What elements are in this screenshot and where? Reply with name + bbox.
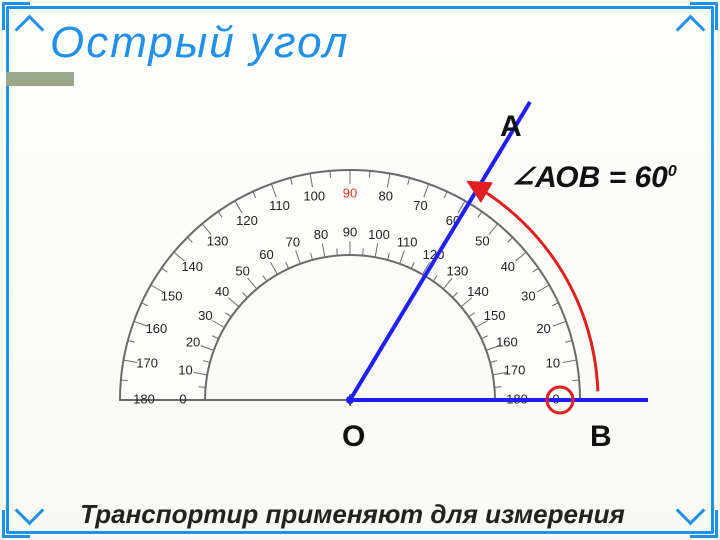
svg-text:160: 160 bbox=[146, 321, 168, 336]
corner-ornament bbox=[2, 2, 30, 30]
title-accent-bar bbox=[6, 72, 74, 86]
svg-text:0: 0 bbox=[179, 391, 186, 406]
svg-text:90: 90 bbox=[343, 224, 357, 239]
point-label-O: О bbox=[342, 420, 365, 454]
svg-text:150: 150 bbox=[161, 288, 183, 303]
page-title: Острый угол bbox=[50, 18, 349, 68]
svg-text:170: 170 bbox=[504, 362, 526, 377]
point-label-B: В bbox=[590, 420, 612, 454]
svg-text:80: 80 bbox=[314, 227, 328, 242]
protractor-diagram: 180 0 170 10 160 20 150 30 140 40 130 50 120 60 110 70 1… bbox=[50, 100, 670, 470]
svg-text:70: 70 bbox=[413, 198, 427, 213]
svg-text:140: 140 bbox=[181, 259, 203, 274]
equation-degree-sup: 0 bbox=[668, 163, 677, 180]
svg-text:110: 110 bbox=[269, 198, 290, 213]
svg-text:40: 40 bbox=[501, 259, 515, 274]
svg-text:10: 10 bbox=[178, 362, 192, 377]
svg-text:40: 40 bbox=[215, 284, 229, 299]
svg-text:50: 50 bbox=[235, 264, 249, 279]
svg-text:140: 140 bbox=[467, 284, 489, 299]
svg-text:160: 160 bbox=[496, 334, 518, 349]
angle-equation: ∠АОВ = 600 bbox=[510, 160, 677, 195]
svg-text:60: 60 bbox=[259, 247, 273, 262]
svg-text:120: 120 bbox=[236, 213, 258, 228]
svg-text:180: 180 bbox=[133, 391, 155, 406]
corner-ornament bbox=[690, 2, 718, 30]
svg-text:170: 170 bbox=[136, 356, 158, 371]
svg-text:20: 20 bbox=[536, 321, 550, 336]
svg-text:10: 10 bbox=[546, 356, 560, 371]
point-label-A: А bbox=[500, 110, 522, 144]
corner-ornament bbox=[2, 510, 30, 538]
svg-text:80: 80 bbox=[379, 189, 393, 204]
svg-text:100: 100 bbox=[368, 227, 390, 242]
equation-text: АОВ = 60 bbox=[535, 161, 668, 194]
svg-text:130: 130 bbox=[207, 234, 229, 249]
svg-text:30: 30 bbox=[521, 288, 535, 303]
svg-text:110: 110 bbox=[397, 235, 418, 250]
svg-text:70: 70 bbox=[286, 235, 300, 250]
footer-caption: Транспортир применяют для измерения bbox=[80, 499, 625, 530]
svg-text:90: 90 bbox=[343, 185, 357, 200]
svg-text:20: 20 bbox=[186, 334, 200, 349]
svg-text:30: 30 bbox=[198, 308, 212, 323]
corner-ornament bbox=[690, 510, 718, 538]
svg-text:100: 100 bbox=[303, 189, 325, 204]
svg-text:150: 150 bbox=[484, 308, 506, 323]
svg-text:130: 130 bbox=[446, 264, 468, 279]
svg-text:50: 50 bbox=[475, 234, 489, 249]
